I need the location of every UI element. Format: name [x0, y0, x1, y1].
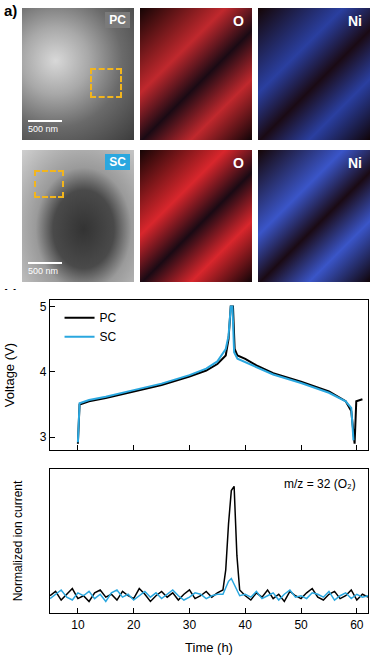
svg-text:Time (h): Time (h): [185, 640, 233, 655]
svg-text:30: 30: [183, 618, 197, 632]
html-text:500 nm: 500 nm: [28, 266, 58, 276]
html-text:a): a): [4, 2, 18, 19]
svg-text:m/z = 32 (O₂): m/z = 32 (O₂): [284, 477, 356, 491]
svg-text:50: 50: [294, 618, 308, 632]
html-text:Ni: Ni: [348, 13, 362, 29]
html-text:Ni: Ni: [348, 155, 362, 171]
html-text:O: O: [233, 13, 244, 29]
svg-text:Voltage (V): Voltage (V): [2, 343, 17, 407]
html-text:b): b): [4, 286, 19, 303]
svg-text:5: 5: [40, 300, 47, 314]
svg-text:SC: SC: [100, 330, 117, 344]
svg-text:10: 10: [71, 618, 85, 632]
svg-text:3: 3: [40, 430, 47, 444]
html-text:SC: SC: [109, 155, 126, 169]
svg-text:PC: PC: [100, 311, 117, 325]
svg-text:4: 4: [40, 365, 47, 379]
html-text:500 nm: 500 nm: [28, 124, 58, 134]
html-text:O: O: [233, 155, 244, 171]
svg-text:Normalized ion current: Normalized ion current: [11, 480, 25, 601]
html-text:PC: PC: [109, 13, 126, 27]
svg-text:20: 20: [127, 618, 141, 632]
svg-text:40: 40: [239, 618, 253, 632]
svg-text:60: 60: [350, 618, 364, 632]
